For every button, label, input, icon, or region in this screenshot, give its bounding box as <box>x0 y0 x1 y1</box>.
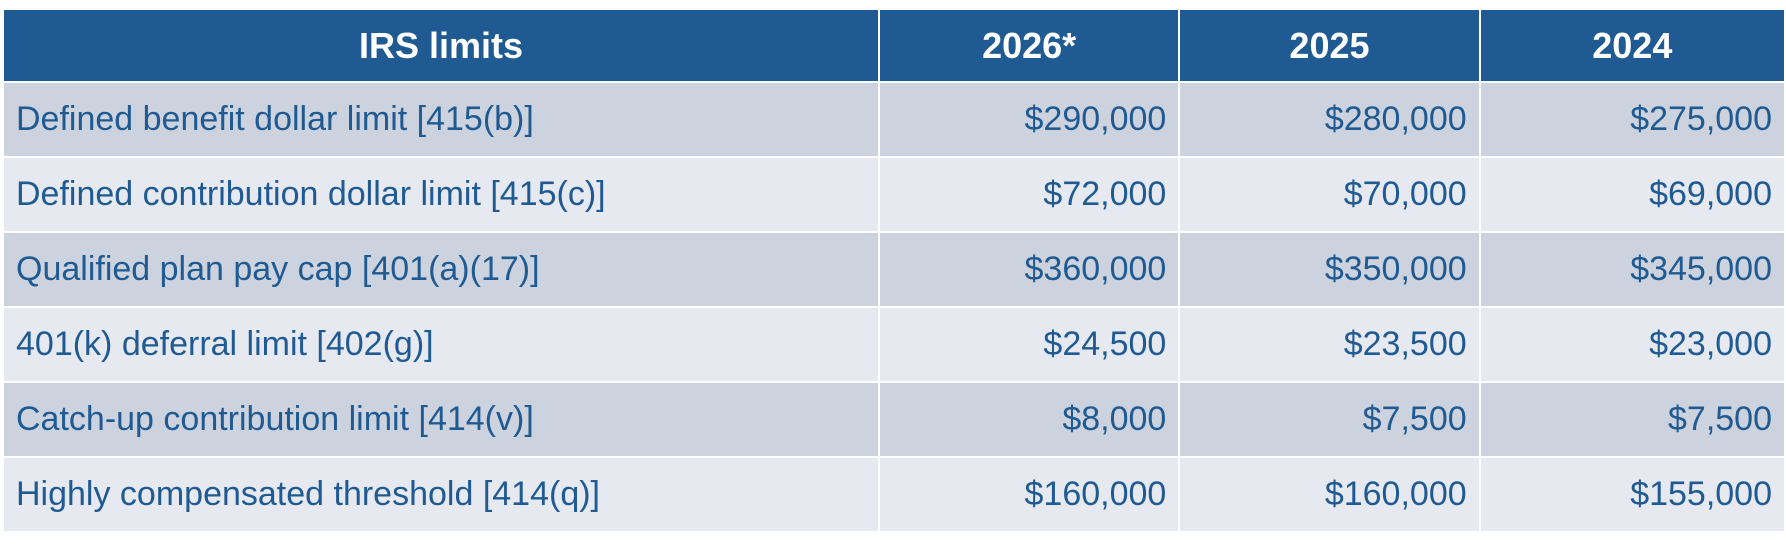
table-row: Defined contribution dollar limit [415(c… <box>4 158 1784 231</box>
limit-value: $345,000 <box>1480 233 1784 306</box>
limit-value: $70,000 <box>1180 158 1479 231</box>
limit-value: $8,000 <box>879 383 1179 456</box>
table-row: Highly compensated threshold [414(q)] $16… <box>4 458 1784 531</box>
limit-value: $360,000 <box>879 233 1179 306</box>
limit-name: Defined benefit dollar limit [415(b)] <box>4 83 878 156</box>
table-row: Catch-up contribution limit [414(v)] $8,0… <box>4 383 1784 456</box>
header-row: IRS limits 2026* 2025 2024 <box>4 10 1784 81</box>
limit-name: Highly compensated threshold [414(q)] <box>4 458 878 531</box>
limit-value: $7,500 <box>1480 383 1784 456</box>
limit-name: Catch-up contribution limit [414(v)] <box>4 383 878 456</box>
limit-value: $350,000 <box>1180 233 1479 306</box>
limit-value: $280,000 <box>1180 83 1479 156</box>
limit-value: $160,000 <box>879 458 1179 531</box>
header-cell: 2024 <box>1480 10 1784 81</box>
limit-value: $69,000 <box>1480 158 1784 231</box>
limit-value: $72,000 <box>879 158 1179 231</box>
limit-name: Defined contribution dollar limit [415(c… <box>4 158 878 231</box>
table-row: Defined benefit dollar limit [415(b)] $29… <box>4 83 1784 156</box>
limit-value: $24,500 <box>879 308 1179 381</box>
limit-value: $160,000 <box>1180 458 1479 531</box>
irs-limits-table: IRS limits 2026* 2025 2024 Defined benefit … <box>2 8 1786 533</box>
table-row: Qualified plan pay cap [401(a)(17)] $360,… <box>4 233 1784 306</box>
header-cell: 2025 <box>1180 10 1479 81</box>
table-body: Defined benefit dollar limit [415(b)] $29… <box>4 83 1784 531</box>
header-cell: IRS limits <box>4 10 878 81</box>
limit-value: $275,000 <box>1480 83 1784 156</box>
limit-value: $290,000 <box>879 83 1179 156</box>
table-row: 401(k) deferral limit [402(g)] $24,500 $23… <box>4 308 1784 381</box>
limit-value: $155,000 <box>1480 458 1784 531</box>
limit-name: Qualified plan pay cap [401(a)(17)] <box>4 233 878 306</box>
limit-value: $23,000 <box>1480 308 1784 381</box>
limit-name: 401(k) deferral limit [402(g)] <box>4 308 878 381</box>
header-cell: 2026* <box>879 10 1179 81</box>
limit-value: $23,500 <box>1180 308 1479 381</box>
limit-value: $7,500 <box>1180 383 1479 456</box>
